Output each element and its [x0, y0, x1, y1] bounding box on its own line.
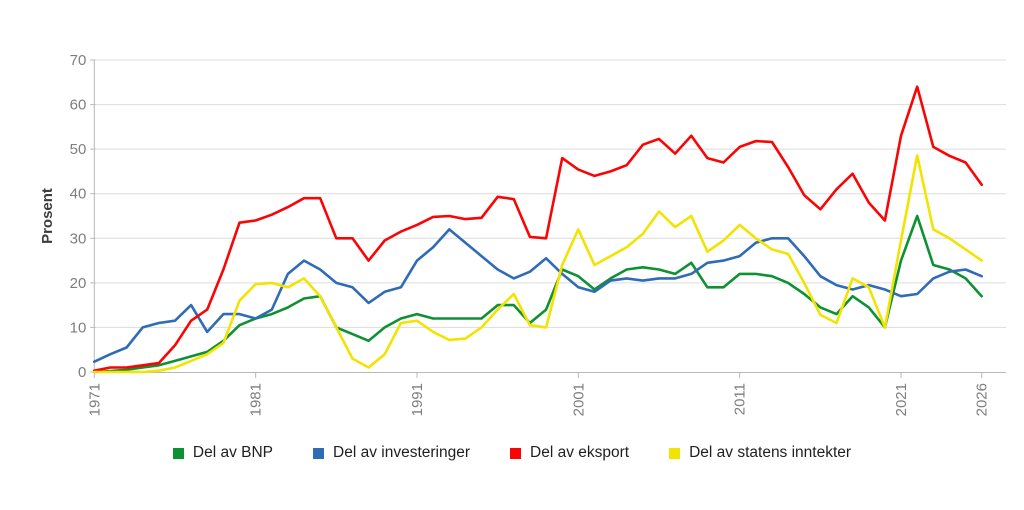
x-tick-label-2001: 2001: [570, 383, 587, 416]
series-line-del-av-investeringer: [93, 228, 984, 364]
y-tick-label-10: 10: [70, 319, 87, 336]
y-axis-title: Prosent: [39, 188, 56, 244]
legend-item-del-av-eksport[interactable]: Del av eksport: [510, 444, 629, 462]
x-tick-label-1991: 1991: [409, 383, 426, 416]
axes: [90, 59, 1006, 378]
legend-label: Del av BNP: [192, 444, 274, 461]
x-tick-label-2026: 2026: [974, 383, 991, 416]
chart-legend: Del av BNP Del av investeringer Del av eks…: [0, 444, 1024, 462]
x-tick-label-1971: 1971: [86, 383, 103, 416]
legend-label: Del av investeringer: [333, 444, 471, 461]
y-axis-tick-labels: 0 10 20 30 40 50 60 70: [70, 52, 87, 381]
legend-swatch: [313, 447, 325, 459]
x-tick-label-1981: 1981: [248, 383, 265, 416]
legend-label: Del av eksport: [530, 444, 630, 461]
y-tick-label-30: 30: [70, 230, 87, 247]
legend-item-del-av-investeringer[interactable]: Del av investeringer: [313, 444, 470, 462]
gridlines: [94, 59, 1006, 328]
chart-canvas: 0 10 20 30 40 50 60 70 1971 1981 1991 2001 2011 2021…: [39, 52, 1006, 416]
legend-label: Del av statens inntekter: [689, 444, 852, 461]
y-tick-label-0: 0: [78, 364, 86, 381]
x-axis-tick-labels: 1971 1981 1991 2001 2011 2021 2026: [86, 383, 990, 416]
series-lines: [93, 85, 984, 374]
y-tick-label-70: 70: [70, 52, 87, 69]
legend-swatch: [172, 447, 184, 459]
legend-item-del-av-bnp[interactable]: Del av BNP: [172, 444, 274, 462]
y-tick-label-40: 40: [70, 186, 87, 203]
series-line-del-av-bnp: [93, 214, 984, 374]
y-tick-label-50: 50: [70, 141, 87, 158]
y-tick-label-60: 60: [70, 97, 87, 114]
series-line-del-av-eksport: [93, 85, 984, 373]
series-line-del-av-statens-inntekter: [93, 154, 984, 374]
legend-item-del-av-statens-inntekter[interactable]: Del av statens inntekter: [669, 444, 851, 462]
x-tick-label-2011: 2011: [732, 383, 749, 415]
legend-swatch: [669, 447, 681, 459]
legend-swatch: [510, 447, 522, 459]
x-tick-label-2021: 2021: [893, 383, 910, 416]
y-tick-label-20: 20: [70, 275, 87, 292]
